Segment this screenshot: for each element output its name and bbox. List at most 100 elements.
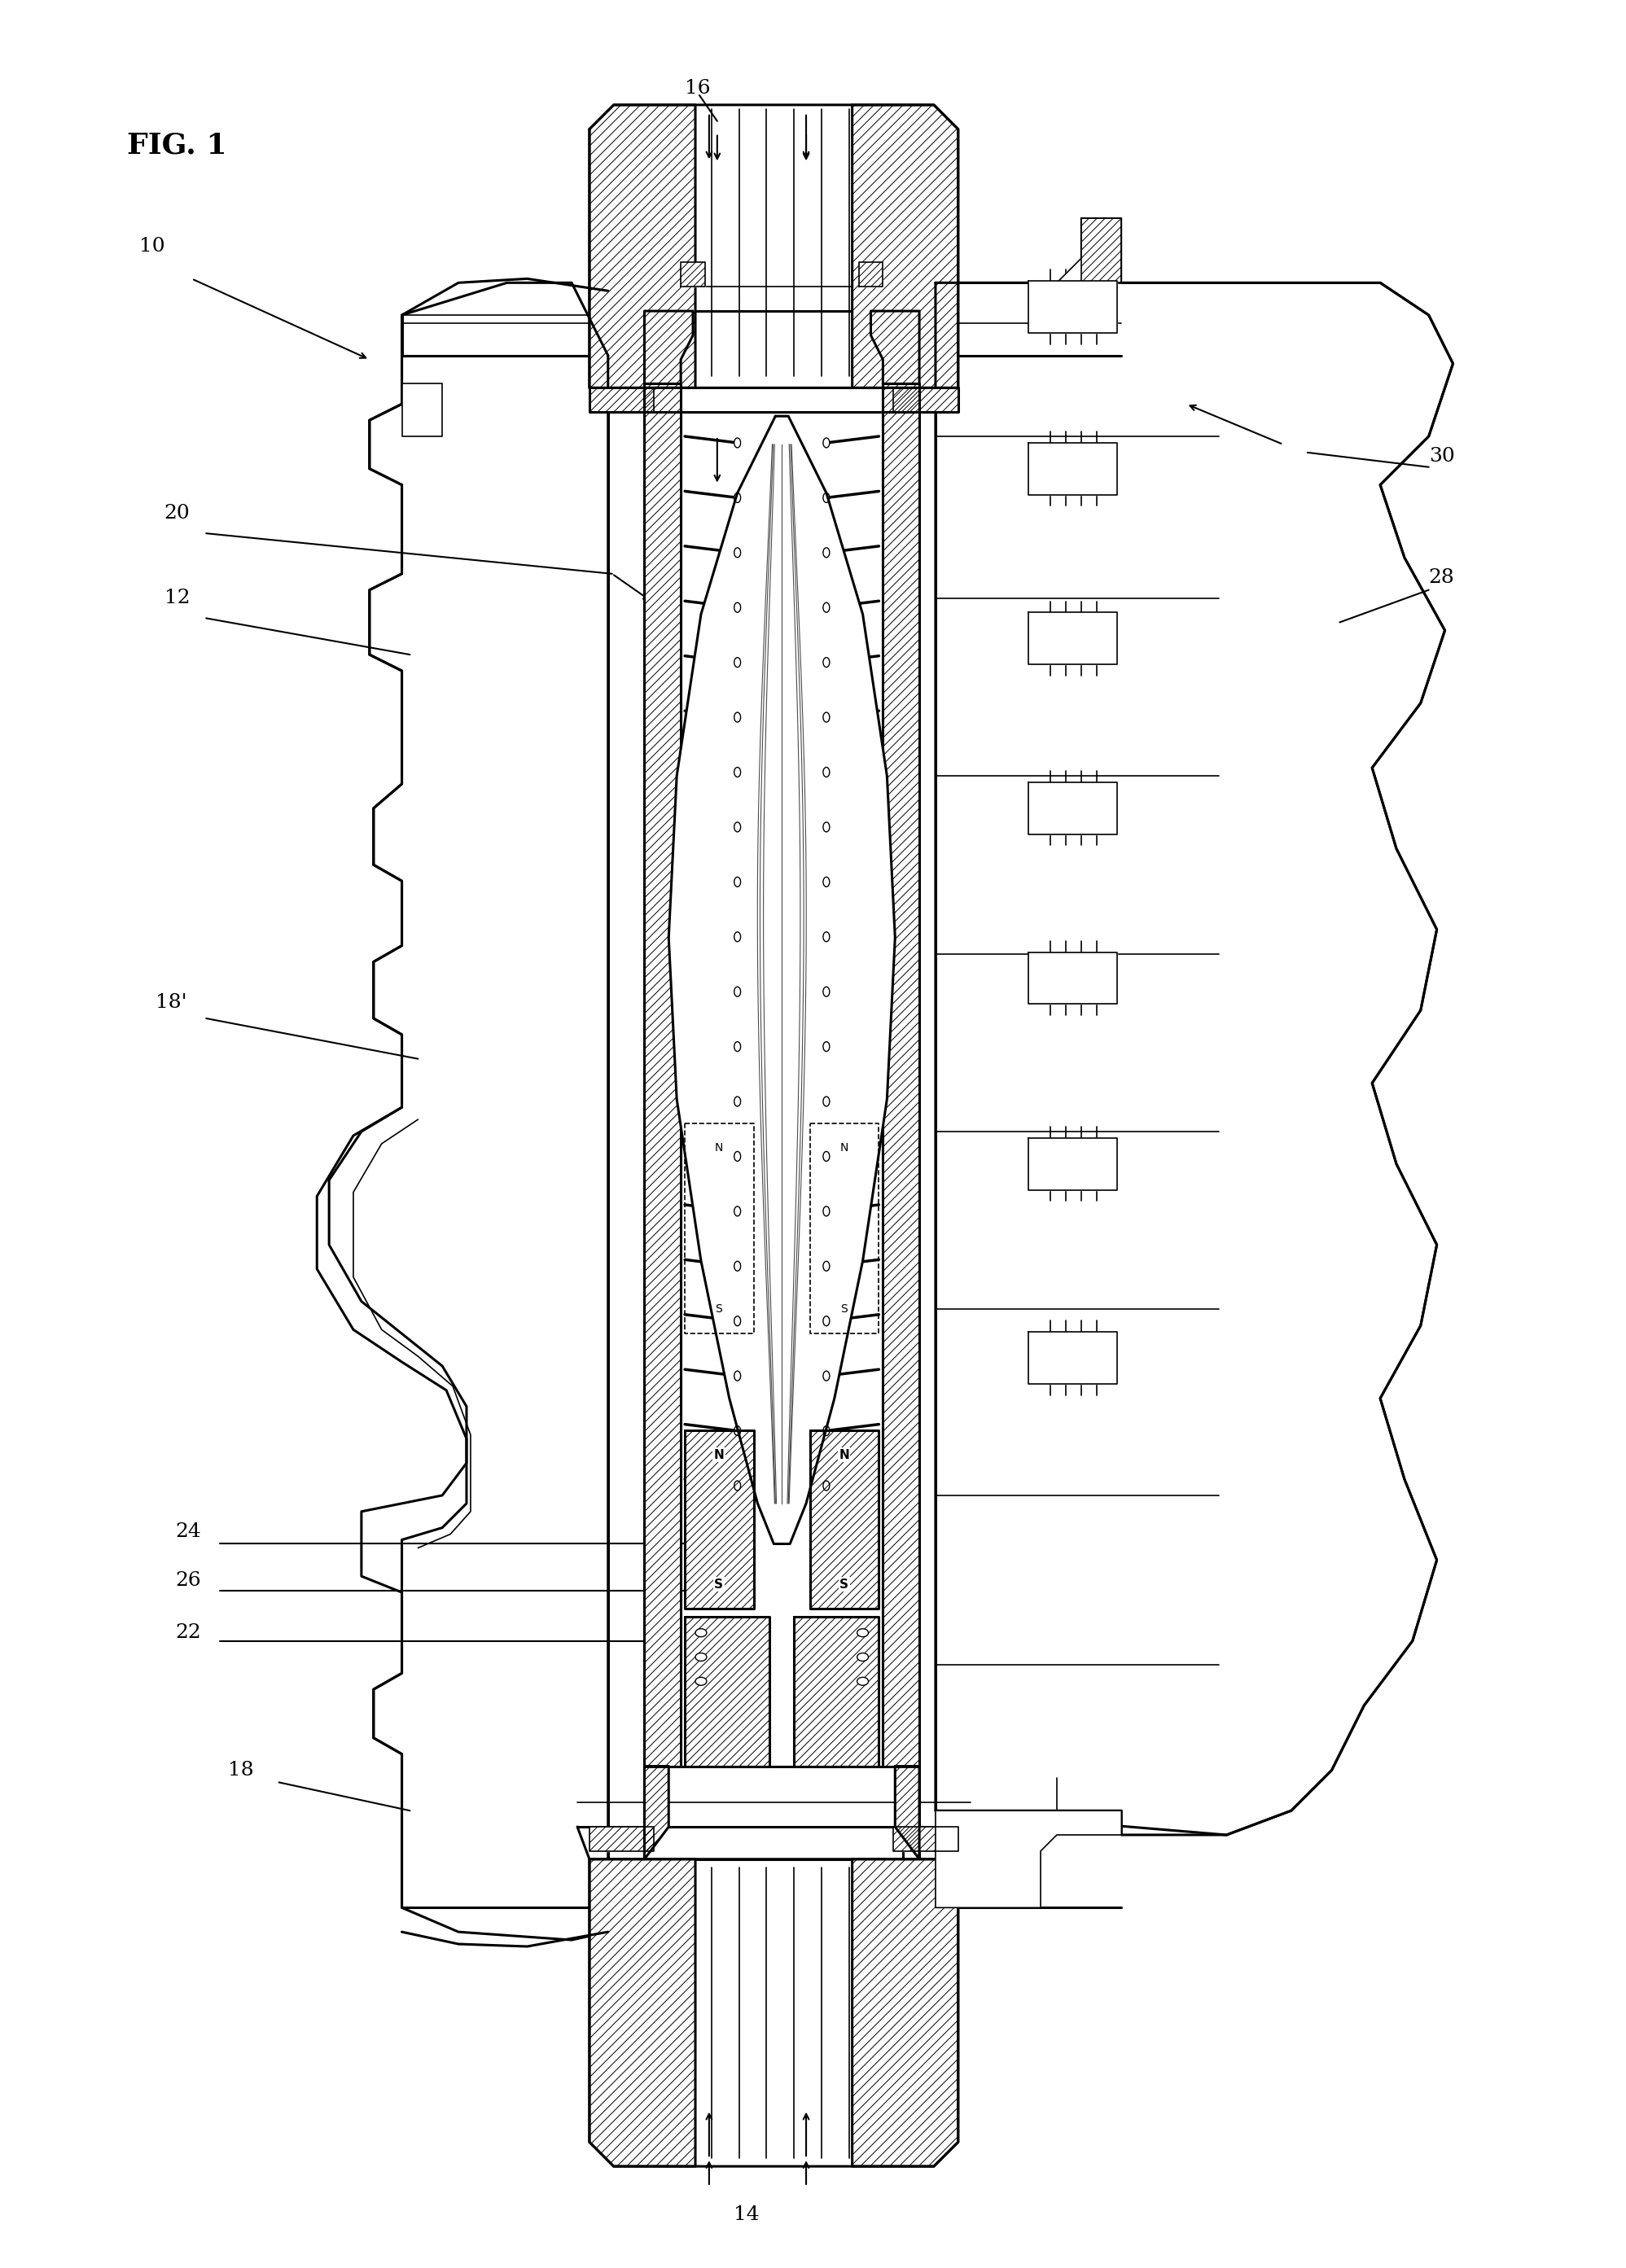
Ellipse shape	[823, 767, 829, 778]
Polygon shape	[590, 388, 654, 413]
Ellipse shape	[823, 1152, 829, 1161]
Polygon shape	[644, 383, 681, 1767]
Text: 20: 20	[164, 503, 190, 522]
Polygon shape	[859, 263, 883, 286]
Ellipse shape	[735, 932, 740, 941]
Polygon shape	[883, 383, 919, 1767]
Ellipse shape	[823, 1481, 829, 1490]
Polygon shape	[793, 1617, 880, 1767]
Ellipse shape	[823, 603, 829, 612]
Polygon shape	[685, 1617, 769, 1767]
Ellipse shape	[735, 603, 740, 612]
Ellipse shape	[857, 1678, 868, 1685]
Polygon shape	[893, 388, 958, 413]
Ellipse shape	[735, 492, 740, 503]
Polygon shape	[852, 1860, 958, 2166]
Polygon shape	[668, 415, 894, 1545]
Polygon shape	[644, 311, 693, 383]
Polygon shape	[893, 1826, 958, 1851]
Text: 28: 28	[1429, 569, 1455, 587]
Ellipse shape	[696, 1653, 707, 1660]
Polygon shape	[852, 104, 958, 388]
Polygon shape	[590, 388, 958, 413]
Text: 22: 22	[176, 1624, 202, 1642]
Ellipse shape	[823, 878, 829, 887]
Ellipse shape	[696, 1678, 707, 1685]
Polygon shape	[685, 1431, 753, 1608]
Ellipse shape	[735, 878, 740, 887]
Polygon shape	[681, 263, 706, 286]
Polygon shape	[1081, 218, 1122, 284]
Polygon shape	[1029, 281, 1117, 333]
Polygon shape	[872, 311, 919, 383]
Ellipse shape	[823, 438, 829, 447]
Ellipse shape	[823, 1098, 829, 1107]
Polygon shape	[590, 388, 654, 413]
Text: S: S	[841, 1304, 847, 1315]
Ellipse shape	[696, 1628, 707, 1637]
Polygon shape	[894, 1767, 919, 1860]
Polygon shape	[872, 311, 919, 383]
Text: 12: 12	[164, 590, 190, 608]
Polygon shape	[1029, 612, 1117, 665]
Polygon shape	[644, 311, 693, 383]
Ellipse shape	[735, 1207, 740, 1216]
Polygon shape	[1029, 953, 1117, 1005]
Text: 18': 18'	[154, 993, 187, 1012]
Ellipse shape	[823, 712, 829, 721]
Ellipse shape	[823, 1315, 829, 1327]
Text: 18: 18	[228, 1760, 254, 1780]
Ellipse shape	[823, 1207, 829, 1216]
Polygon shape	[1029, 1139, 1117, 1191]
Ellipse shape	[823, 658, 829, 667]
Ellipse shape	[735, 1481, 740, 1490]
Polygon shape	[859, 263, 883, 286]
Polygon shape	[1029, 1331, 1117, 1383]
Polygon shape	[328, 284, 608, 1939]
Polygon shape	[644, 383, 681, 1767]
Polygon shape	[894, 1767, 919, 1860]
Polygon shape	[1029, 782, 1117, 835]
Ellipse shape	[823, 1372, 829, 1381]
Polygon shape	[893, 388, 958, 413]
Text: FIG. 1: FIG. 1	[127, 132, 226, 159]
Text: 30: 30	[1429, 447, 1455, 465]
Polygon shape	[685, 1431, 753, 1608]
Polygon shape	[685, 1617, 769, 1767]
Polygon shape	[935, 218, 1122, 284]
Ellipse shape	[735, 658, 740, 667]
Polygon shape	[402, 383, 442, 435]
Text: N: N	[714, 1143, 724, 1154]
Polygon shape	[852, 104, 958, 388]
Ellipse shape	[823, 932, 829, 941]
Ellipse shape	[857, 1628, 868, 1637]
Ellipse shape	[823, 823, 829, 832]
Ellipse shape	[823, 549, 829, 558]
Text: 10: 10	[140, 236, 164, 256]
Polygon shape	[590, 104, 696, 388]
Text: 16: 16	[685, 79, 711, 98]
Ellipse shape	[735, 1315, 740, 1327]
Ellipse shape	[823, 1261, 829, 1270]
Polygon shape	[644, 1767, 668, 1860]
Polygon shape	[590, 1860, 696, 2166]
Text: 26: 26	[176, 1572, 202, 1590]
Polygon shape	[893, 1826, 958, 1851]
Ellipse shape	[735, 987, 740, 996]
Ellipse shape	[735, 1372, 740, 1381]
Text: S: S	[715, 1304, 722, 1315]
Polygon shape	[644, 1767, 668, 1860]
Text: S: S	[839, 1579, 849, 1590]
Text: N: N	[839, 1449, 849, 1461]
Ellipse shape	[735, 767, 740, 778]
Polygon shape	[590, 104, 696, 388]
Ellipse shape	[735, 1261, 740, 1270]
Ellipse shape	[735, 823, 740, 832]
Polygon shape	[883, 383, 919, 1767]
Text: N: N	[841, 1143, 849, 1154]
Polygon shape	[590, 1826, 654, 1851]
Text: N: N	[714, 1449, 724, 1461]
Ellipse shape	[735, 1098, 740, 1107]
Polygon shape	[810, 1431, 880, 1608]
Text: 14: 14	[733, 2204, 759, 2225]
